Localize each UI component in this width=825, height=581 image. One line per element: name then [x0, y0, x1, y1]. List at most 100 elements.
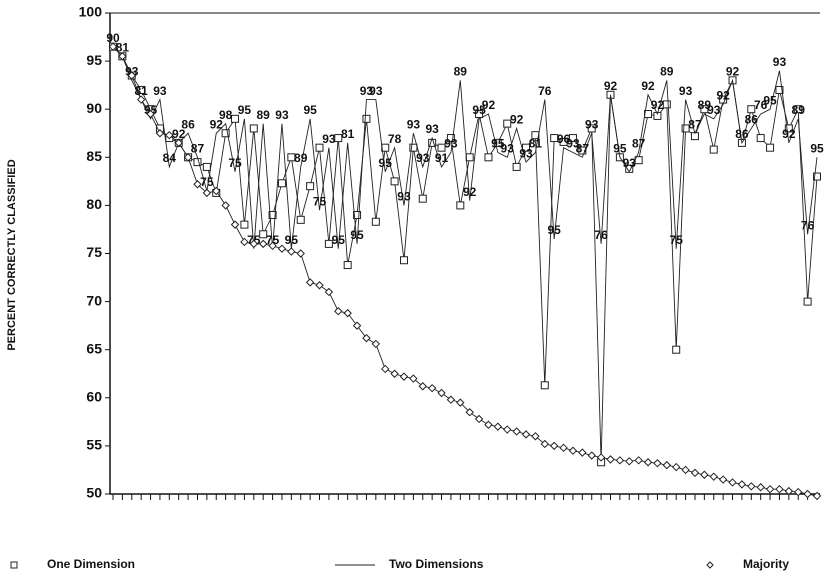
diamond-marker — [484, 420, 493, 429]
square-marker — [437, 143, 446, 152]
square-marker — [522, 143, 531, 152]
diamond-marker — [512, 427, 521, 436]
point-label: 84 — [163, 151, 177, 165]
diamond-marker — [503, 425, 512, 434]
diamond-marker — [465, 408, 474, 417]
diamond-marker — [737, 480, 747, 489]
legend-label: One Dimension — [47, 557, 135, 571]
diamond-marker — [587, 451, 596, 460]
point-label: 90 — [106, 31, 120, 45]
diamond-marker — [136, 95, 146, 104]
diamond-marker — [315, 281, 324, 290]
diamond-marker — [277, 244, 287, 253]
square-marker — [475, 110, 484, 119]
point-label: 87 — [191, 141, 205, 155]
point-label: 95 — [285, 233, 299, 247]
point-label: 75 — [313, 194, 327, 208]
diamond-marker — [427, 383, 437, 393]
diamond-marker — [643, 458, 653, 467]
diamond-marker — [718, 475, 728, 484]
point-label: 86 — [735, 127, 749, 141]
diamond-marker — [690, 468, 700, 478]
point-label: 93 — [773, 55, 787, 69]
diamond-marker — [615, 456, 625, 465]
diamond-marker — [606, 455, 615, 464]
point-label: 93 — [519, 146, 533, 160]
diamond-marker — [549, 441, 559, 451]
diamond-marker — [709, 472, 718, 481]
point-label: 76 — [801, 218, 815, 232]
square-marker — [390, 177, 399, 186]
diamond-marker — [118, 52, 127, 61]
y-tick-label: 80 — [86, 196, 102, 212]
point-label: 92 — [604, 79, 618, 93]
square-marker — [559, 137, 568, 146]
diamond-marker — [127, 71, 136, 80]
diamond-marker — [700, 470, 709, 479]
diamond-marker — [296, 249, 305, 258]
diamond-marker — [381, 364, 390, 374]
square-marker — [484, 153, 493, 162]
series-line — [112, 46, 818, 497]
square-marker — [456, 201, 465, 210]
diamond-marker — [812, 491, 822, 501]
point-label: 93 — [679, 84, 693, 98]
diamond-marker — [803, 489, 812, 499]
point-label: 86 — [181, 117, 195, 131]
point-label: 81 — [134, 84, 148, 98]
point-label: 76 — [594, 228, 608, 242]
diamond-marker — [531, 432, 540, 441]
square-marker — [343, 261, 352, 270]
legend-swatch — [10, 561, 18, 569]
diamond-marker — [287, 247, 296, 256]
diamond-marker — [174, 138, 183, 148]
diamond-marker — [418, 382, 427, 391]
square-marker — [578, 146, 587, 155]
square-marker — [418, 194, 427, 203]
y-tick-label: 85 — [86, 148, 102, 164]
diamond-marker — [756, 483, 765, 492]
legend-label: Two Dimensions — [389, 557, 484, 571]
diamond-marker — [437, 388, 446, 398]
point-label: 93 — [566, 137, 580, 151]
diamond-marker — [559, 443, 568, 453]
y-axis-label: PERCENT CORRECTLY CLASSIFIED — [6, 159, 18, 350]
square-marker — [399, 256, 408, 265]
diamond-marker — [662, 460, 672, 470]
point-label: 93 — [153, 84, 167, 98]
diamond-marker — [784, 486, 794, 496]
y-tick-label: 55 — [86, 437, 102, 453]
diamond-marker — [258, 239, 268, 249]
point-label: 93 — [416, 151, 430, 165]
point-label: 93 — [707, 103, 721, 117]
point-label: 87 — [632, 137, 646, 151]
diamond-marker — [221, 201, 230, 210]
diamond-marker — [334, 307, 343, 316]
diamond-marker — [625, 457, 634, 466]
square-marker — [803, 297, 812, 306]
square-marker — [353, 211, 362, 220]
point-label: 93 — [322, 132, 336, 146]
square-marker — [259, 230, 268, 239]
diamond-marker — [775, 484, 784, 494]
diamond-marker — [202, 188, 212, 198]
square-marker — [240, 220, 249, 229]
point-label: 95 — [491, 137, 505, 151]
diamond-marker — [399, 372, 409, 381]
square-marker — [503, 119, 512, 128]
square-marker — [766, 143, 775, 152]
square-marker — [512, 162, 521, 171]
y-tick-label: 75 — [86, 244, 102, 260]
diamond-marker — [343, 308, 352, 318]
diamond-marker — [765, 484, 775, 494]
point-label: 87 — [688, 117, 702, 131]
square-marker — [409, 143, 418, 152]
square-marker — [268, 211, 277, 220]
point-label: 95 — [379, 156, 393, 170]
diamond-marker — [352, 321, 362, 330]
y-tick-label: 90 — [86, 100, 102, 116]
point-label: 92 — [726, 65, 740, 79]
diamond-marker — [671, 462, 681, 472]
point-label: 93 — [585, 117, 599, 131]
